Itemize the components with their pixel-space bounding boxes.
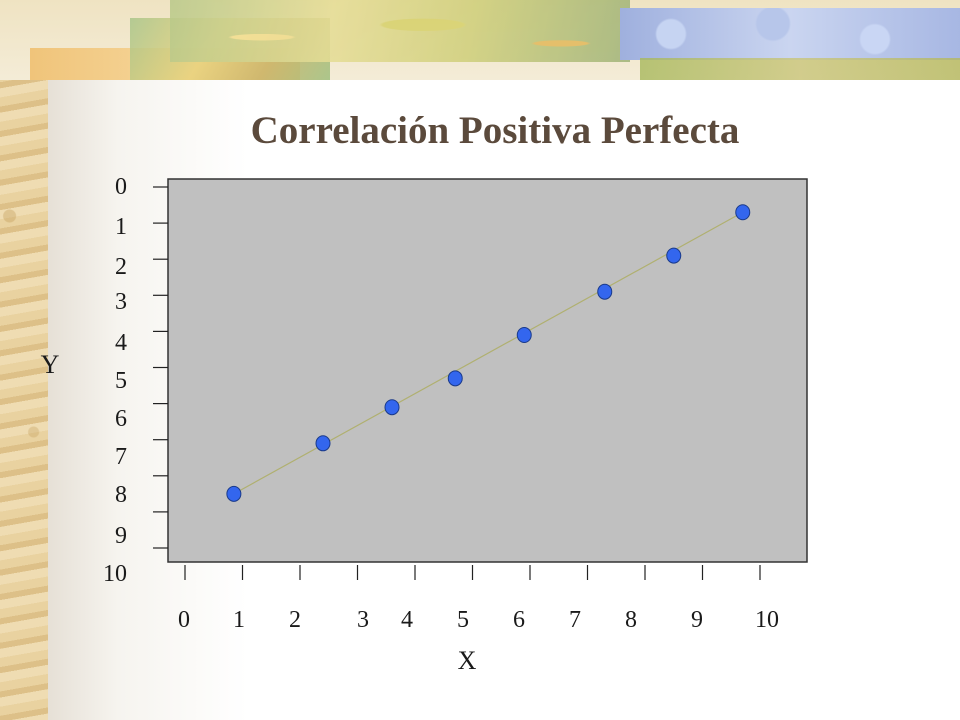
plot-area xyxy=(167,178,808,563)
banner-band-leaves xyxy=(170,0,630,62)
x-tick-label: 9 xyxy=(691,607,703,633)
data-point xyxy=(516,327,532,344)
y-tick-label: 2 xyxy=(115,254,127,280)
decorative-banner xyxy=(0,0,960,80)
x-tick-label: 4 xyxy=(401,607,413,633)
y-axis-title: Y xyxy=(41,350,60,379)
y-tick-label: 5 xyxy=(115,368,127,394)
data-points xyxy=(226,204,751,502)
y-tick-label: 10 xyxy=(103,561,127,587)
y-tick-label: 0 xyxy=(115,174,127,200)
x-tick-label: 10 xyxy=(755,607,779,633)
data-point xyxy=(447,370,463,387)
x-tick-label: 7 xyxy=(569,607,581,633)
x-tick-label: 5 xyxy=(457,607,469,633)
x-axis-title: X xyxy=(458,646,477,675)
y-axis: 0 1 2 3 4 5 6 7 8 9 10 xyxy=(103,174,168,587)
data-point xyxy=(226,485,242,502)
banner-band-grass xyxy=(640,58,960,80)
data-point xyxy=(735,204,751,221)
data-point xyxy=(384,399,400,416)
y-tick-label: 6 xyxy=(115,406,127,432)
parchment-strip xyxy=(0,0,48,720)
banner-band-blue-flowers xyxy=(620,8,960,60)
y-tick-label: 9 xyxy=(115,523,127,549)
x-tick-label: 2 xyxy=(289,607,301,633)
x-tick-label: 1 xyxy=(233,607,245,633)
x-axis: 0 1 2 3 4 5 6 7 8 9 10 xyxy=(178,565,779,633)
x-tick-label: 0 xyxy=(178,607,190,633)
x-tick-label: 8 xyxy=(625,607,637,633)
data-point xyxy=(597,283,613,300)
data-point xyxy=(666,247,682,264)
slide-title: Correlación Positiva Perfecta xyxy=(250,109,740,152)
y-tick-label: 4 xyxy=(115,330,127,356)
y-tick-label: 7 xyxy=(115,444,127,470)
x-tick-label: 3 xyxy=(357,607,369,633)
y-tick-label: 1 xyxy=(115,214,127,240)
x-tick-label: 6 xyxy=(513,607,525,633)
data-point xyxy=(315,435,331,452)
y-tick-label: 8 xyxy=(115,482,127,508)
y-tick-label: 3 xyxy=(115,289,127,315)
